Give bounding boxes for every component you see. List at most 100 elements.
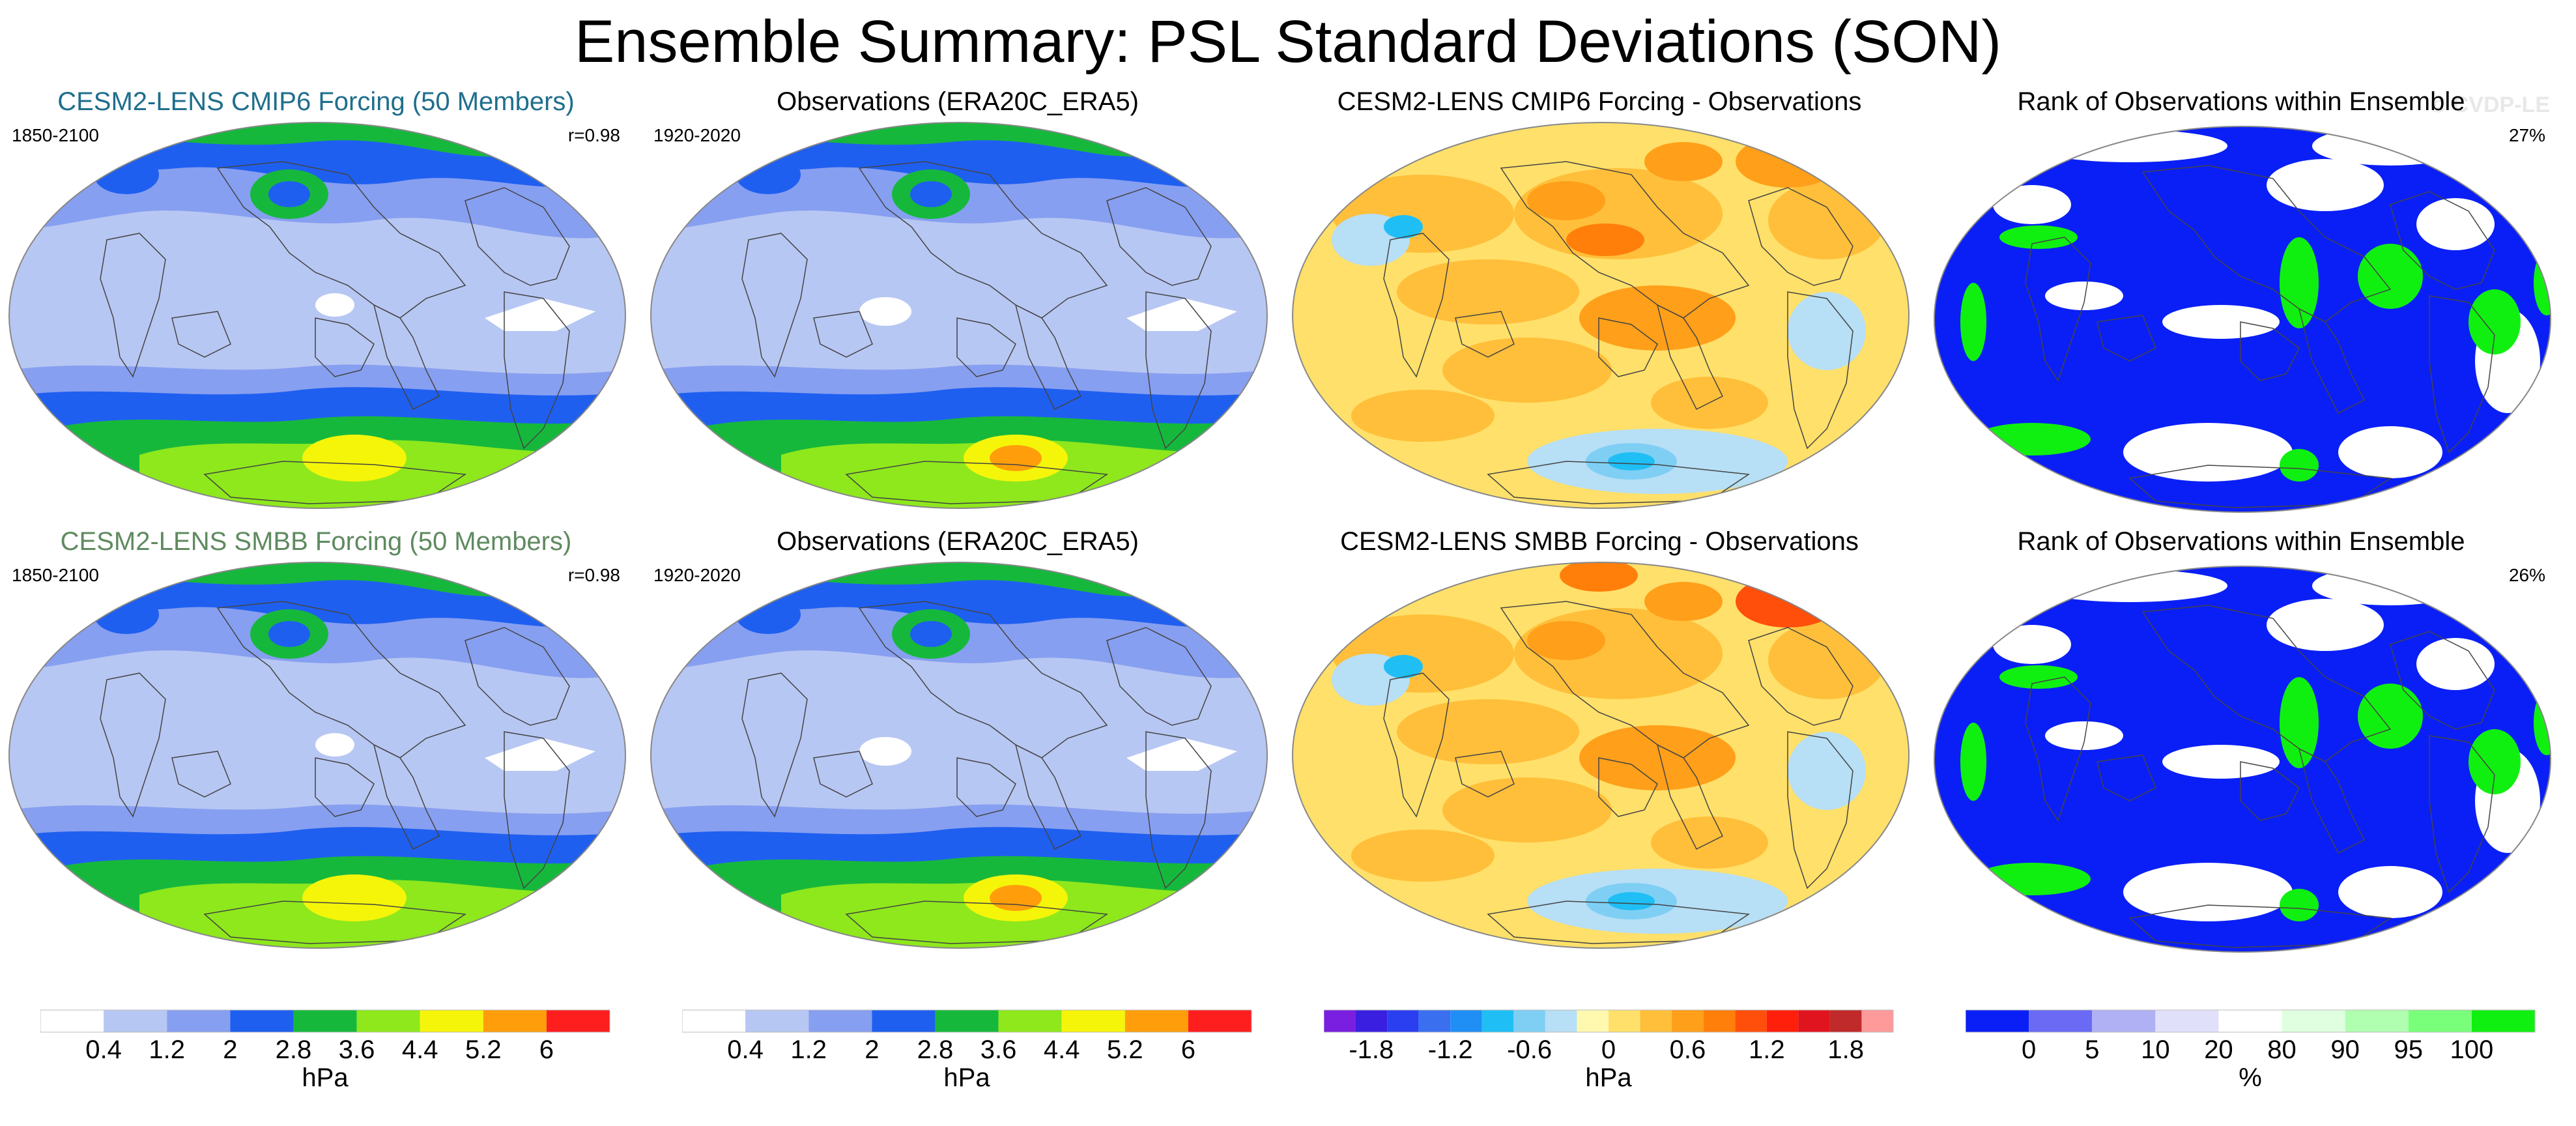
coastlines — [1383, 161, 1853, 504]
panel-period: 1850-2100 — [12, 125, 99, 145]
colorbar-unit: % — [2239, 1063, 2262, 1092]
panel-stat: 27% — [2508, 125, 2545, 145]
colorbar-tick-label: 2 — [865, 1035, 879, 1061]
colorbar-tick-label: 5.2 — [1107, 1035, 1143, 1061]
panel-title: CESM2-LENS SMBB Forcing (50 Members) — [60, 527, 572, 556]
colorbar-swatch — [1324, 1010, 1356, 1032]
map-field — [651, 562, 1267, 948]
colorbar-tick-label: 1.2 — [1749, 1035, 1785, 1061]
colorbar-swatch — [483, 1010, 547, 1032]
colorbar-tick-label: -1.2 — [1428, 1035, 1473, 1061]
colorbar-swatch — [40, 1010, 104, 1032]
colorbar-swatch — [1387, 1010, 1419, 1032]
colorbar-tick-label: 3.6 — [339, 1035, 375, 1061]
panel-stat: r=0.98 — [567, 565, 620, 585]
colorbar-swatch — [1703, 1010, 1736, 1032]
colorbar-swatch — [2345, 1010, 2409, 1032]
panel-title: Rank of Observations within Ensemble — [2017, 87, 2465, 116]
coastlines — [2025, 165, 2495, 508]
panel-cmip6-mean: CESM2-LENS CMIP6 Forcing (50 Members) 185… — [0, 87, 632, 530]
colorbar-swatch — [1577, 1010, 1609, 1032]
colorbar-tick-label: 2 — [223, 1035, 237, 1061]
colorbar-tick-label: 3.6 — [980, 1035, 1017, 1061]
coastlines — [1383, 601, 1853, 944]
panel-title: CESM2-LENS CMIP6 Forcing - Observations — [1337, 87, 1862, 116]
colorbar-tick-label: 6 — [1181, 1035, 1195, 1061]
colorbar-tick-label: 0 — [1601, 1035, 1616, 1061]
colorbar-swatch — [1640, 1010, 1672, 1032]
panel-title: CESM2-LENS CMIP6 Forcing (50 Members) — [57, 87, 575, 116]
coastlines — [741, 161, 1212, 504]
colorbar-tick-label: -0.6 — [1507, 1035, 1552, 1061]
colorbar-swatch — [104, 1010, 167, 1032]
panel-obs-1: Observations (ERA20C_ERA5) 1920-2020 — [642, 87, 1274, 530]
panel-title: Observations (ERA20C_ERA5) — [777, 87, 1139, 116]
map-rank-1 — [1934, 126, 2551, 513]
map-smbb-diff — [1292, 562, 1910, 949]
colorbar-swatch — [1609, 1010, 1640, 1032]
panel-period: 1920-2020 — [653, 125, 741, 145]
watermark-text: © CVDP-LE — [2430, 93, 2550, 117]
colorbar-unit: hPa — [943, 1063, 990, 1092]
colorbar-swatch — [1061, 1010, 1125, 1032]
colorbar-tick-label: 4.4 — [402, 1035, 438, 1061]
colorbar-swatch — [2155, 1010, 2219, 1032]
colorbar-tick-label: 90 — [2330, 1035, 2360, 1061]
colorbar-tick-label: 2.8 — [276, 1035, 312, 1061]
colorbar-swatch — [167, 1010, 231, 1032]
map-field — [9, 562, 625, 948]
colorbar-swatch — [1829, 1010, 1862, 1032]
colorbar-swatch — [1513, 1010, 1545, 1032]
colorbar-tick-label: 2.8 — [917, 1035, 954, 1061]
colorbar-swatches: 0.4 1.2 2 2.8 3.6 4.4 5.2 6 — [682, 1009, 1252, 1061]
colorbar-tick-label: 10 — [2141, 1035, 2170, 1061]
colorbar-swatch — [2282, 1010, 2345, 1032]
colorbar-swatch — [2408, 1010, 2472, 1032]
colorbar-swatch — [1966, 1010, 2029, 1032]
colorbar-swatch — [2029, 1010, 2093, 1032]
map-border — [1934, 126, 2551, 513]
map-field — [1293, 123, 1909, 508]
colorbar-swatch — [230, 1010, 294, 1032]
colorbar-swatch — [1124, 1010, 1188, 1032]
colorbar-swatch — [745, 1010, 809, 1032]
colorbar-swatch — [1418, 1010, 1451, 1032]
map-field — [1293, 562, 1909, 948]
panel-rank-2: Rank of Observations within Ensemble 26% — [1925, 527, 2557, 970]
panel-title: Observations (ERA20C_ERA5) — [777, 527, 1139, 556]
colorbar-tick-label: 4.4 — [1044, 1035, 1080, 1061]
panel-period: 1920-2020 — [653, 565, 741, 585]
colorbar-swatch — [1798, 1010, 1830, 1032]
colorbar-swatch — [546, 1010, 610, 1032]
colorbar-swatch — [293, 1010, 357, 1032]
map-obs-2 — [650, 562, 1268, 949]
colorbar-std-1: 0.4 1.2 2 2.8 3.6 4.4 5.2 6 hPa — [40, 1009, 627, 1126]
colorbar-tick-label: 0 — [2022, 1035, 2036, 1061]
map-rank-2 — [1934, 566, 2551, 953]
map-border — [8, 122, 626, 509]
colorbar-swatch — [2218, 1010, 2282, 1032]
panel-rank-1: Rank of Observations within Ensemble 27% — [1925, 87, 2557, 530]
panel-title: CESM2-LENS SMBB Forcing - Observations — [1340, 527, 1859, 556]
colorbar-diff: -1.8 -1.2 -0.6 0 0.6 1.2 1.8 hPa — [1324, 1009, 1910, 1126]
map-field — [1934, 126, 2551, 512]
map-obs-1 — [650, 122, 1268, 509]
colorbar-tick-label: 20 — [2204, 1035, 2233, 1061]
map-border — [650, 562, 1268, 949]
map-cmip6-diff — [1292, 122, 1910, 509]
colorbar-rank: 0 5 10 20 80 90 95 100% — [1966, 1009, 2552, 1126]
colorbar-swatch — [1735, 1010, 1767, 1032]
colorbar-swatch — [2092, 1010, 2156, 1032]
colorbar-tick-label: 1.2 — [149, 1035, 185, 1061]
colorbar-swatches: -1.8 -1.2 -0.6 0 0.6 1.2 1.8 — [1324, 1009, 1894, 1061]
panel-smbb-diff: CESM2-LENS SMBB Forcing - Observations — [1283, 527, 1915, 970]
colorbar-tick-label: 5.2 — [465, 1035, 502, 1061]
colorbar-tick-label: 1.2 — [790, 1035, 827, 1061]
colorbar-unit: hPa — [1585, 1063, 1632, 1092]
colorbar-std-2: 0.4 1.2 2 2.8 3.6 4.4 5.2 6 hPa — [682, 1009, 1268, 1126]
colorbar-swatch — [682, 1010, 746, 1032]
colorbar-tick-label: 5 — [2085, 1035, 2099, 1061]
colorbar-swatch — [2471, 1010, 2535, 1032]
panel-cmip6-diff: CESM2-LENS CMIP6 Forcing - Observations — [1283, 87, 1915, 530]
coastlines — [100, 601, 570, 944]
